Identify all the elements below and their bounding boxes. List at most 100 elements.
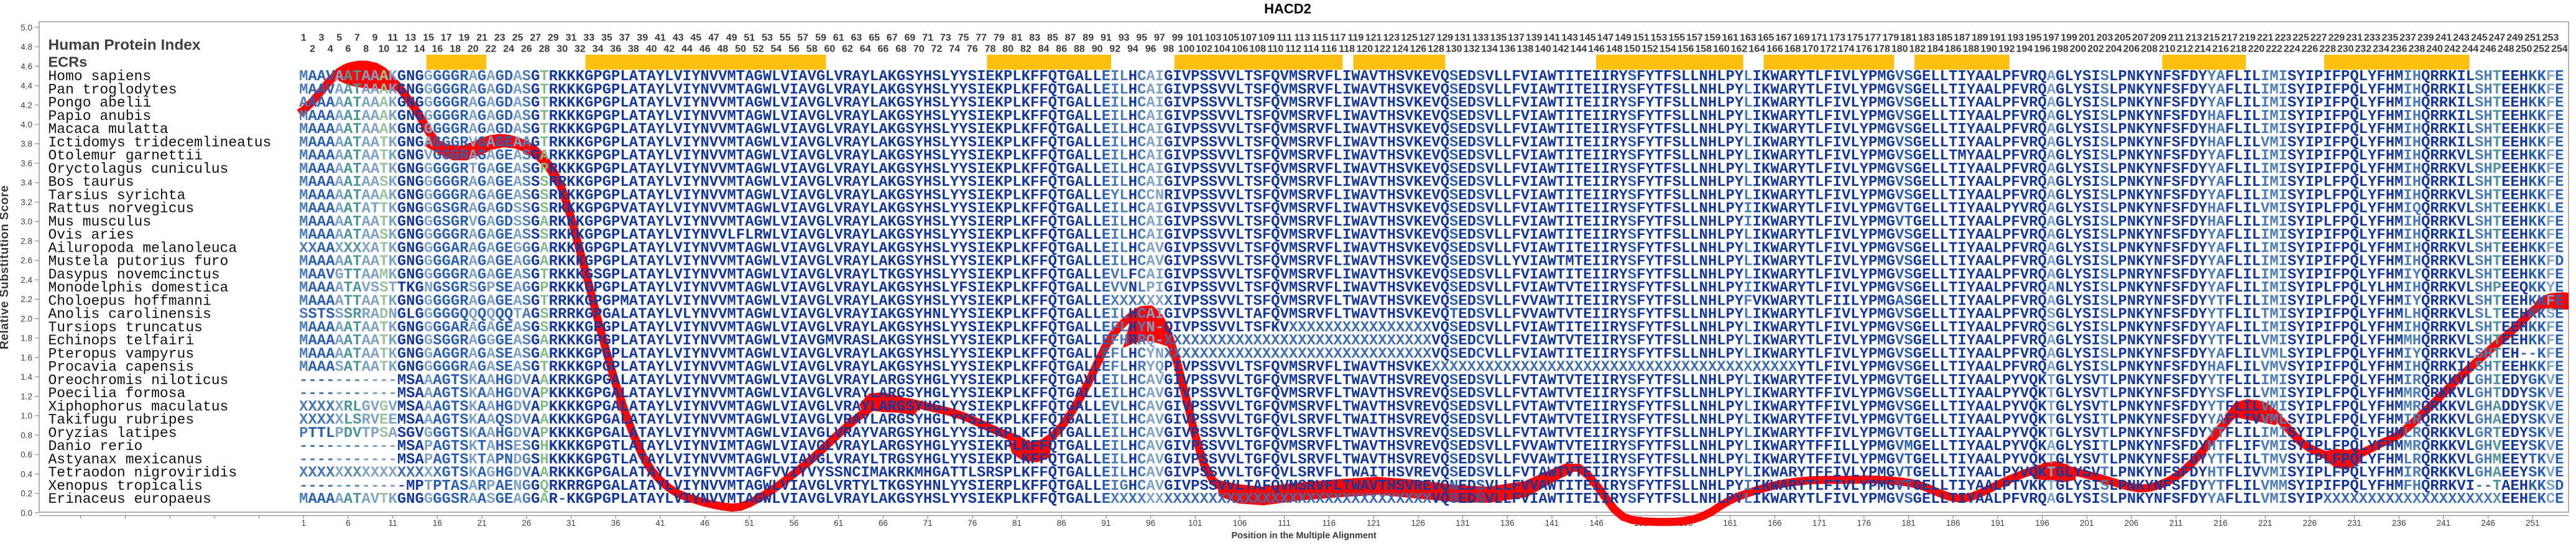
svg-text:3.8: 3.8 — [21, 139, 32, 149]
svg-text:137: 137 — [1508, 33, 1525, 44]
svg-text:225: 225 — [2292, 33, 2309, 44]
svg-text:106: 106 — [1232, 44, 1249, 55]
svg-text:129: 129 — [1436, 33, 1453, 44]
svg-text:2.8: 2.8 — [21, 236, 32, 246]
svg-text:122: 122 — [1374, 44, 1391, 55]
svg-text:Dasypus novemcinctus: Dasypus novemcinctus — [48, 267, 220, 283]
svg-text:Choloepus hoffmanni: Choloepus hoffmanni — [48, 293, 211, 309]
svg-text:215: 215 — [2204, 33, 2220, 44]
svg-text:133: 133 — [1472, 33, 1489, 44]
svg-text:38: 38 — [628, 44, 639, 55]
svg-text:25: 25 — [512, 33, 524, 44]
svg-text:249: 249 — [2506, 33, 2523, 44]
svg-text:158: 158 — [1695, 44, 1712, 55]
svg-text:21: 21 — [476, 33, 487, 44]
svg-text:XXXXXXXXXXXXXXXXGTSKAGHGDVAARK: XXXXXXXXXXXXXXXXGTSKAGHGDVAARKKKGPGALATA… — [299, 465, 2564, 482]
svg-text:74: 74 — [949, 44, 960, 55]
svg-text:Pteropus vampyrus: Pteropus vampyrus — [48, 346, 195, 362]
svg-text:195: 195 — [2025, 33, 2042, 44]
svg-text:217: 217 — [2221, 33, 2238, 44]
svg-text:42: 42 — [663, 44, 675, 55]
svg-text:MAAASATAATKGNGGGGGRAGASEASGTRK: MAAASATAATKGNGGGGGRAGASEASGTRKKKGPGPLATA… — [299, 359, 2564, 376]
svg-text:201: 201 — [2079, 33, 2095, 44]
svg-text:51: 51 — [744, 33, 755, 44]
svg-text:MAAAAAIAAAKGNGGGGGRAGAGDASGTRK: MAAAAAIAAAKGNGGGGGRAGAGDASGTRKKKGPGPLATA… — [299, 108, 2564, 125]
svg-text:108: 108 — [1249, 44, 1266, 55]
svg-text:166: 166 — [1766, 44, 1783, 55]
svg-text:5: 5 — [336, 33, 342, 44]
svg-text:172: 172 — [1820, 44, 1837, 55]
svg-text:56: 56 — [788, 44, 800, 55]
svg-text:246: 246 — [2481, 518, 2495, 528]
svg-text:103: 103 — [1205, 33, 1222, 44]
svg-text:230: 230 — [2337, 44, 2354, 55]
svg-text:213: 213 — [2186, 33, 2202, 44]
svg-text:12: 12 — [396, 44, 407, 55]
svg-text:MAAAATTAATKGNGGGGGRAGAGEASGTRR: MAAAATTAATKGNGGGGGRAGAGEASGTRRKKGPGPMATA… — [299, 293, 2564, 310]
svg-text:151: 151 — [1633, 33, 1650, 44]
svg-text:76: 76 — [967, 518, 977, 528]
svg-text:19: 19 — [459, 33, 470, 44]
svg-text:186: 186 — [1945, 44, 1962, 55]
svg-text:251: 251 — [2526, 518, 2540, 528]
svg-text:139: 139 — [1526, 33, 1543, 44]
svg-text:91: 91 — [1101, 33, 1112, 44]
svg-text:253: 253 — [2542, 33, 2559, 44]
svg-text:154: 154 — [1660, 44, 1676, 55]
svg-text:130: 130 — [1446, 44, 1462, 55]
svg-text:223: 223 — [2274, 33, 2291, 44]
svg-text:Xiphophorus maculatus: Xiphophorus maculatus — [48, 398, 229, 415]
svg-text:XXXXXRLGVGVMSAAAGTSKAAHGDVAPKK: XXXXXRLGVGVMSAAAGTSKAAHGDVAPKKKKGPGALATA… — [299, 398, 2564, 415]
svg-text:62: 62 — [842, 44, 853, 55]
svg-text:141: 141 — [1545, 518, 1559, 528]
svg-text:191: 191 — [1990, 33, 2006, 44]
svg-text:176: 176 — [1855, 44, 1872, 55]
svg-text:81: 81 — [1012, 33, 1023, 44]
svg-text:XXAAXXXXATKGNGGGGARAGAGEGGGARK: XXAAXXXXATKGNGGGGARAGAGEGGGARKKKGPGPLATA… — [299, 240, 2564, 257]
svg-text:Mustela putorius furo: Mustela putorius furo — [48, 254, 229, 270]
svg-text:170: 170 — [1802, 44, 1819, 55]
svg-text:Xenopus tropicalis: Xenopus tropicalis — [48, 478, 203, 494]
svg-text:Ictidomys tridecemlineatus: Ictidomys tridecemlineatus — [48, 134, 272, 150]
svg-text:136: 136 — [1499, 44, 1516, 55]
svg-text:56: 56 — [789, 518, 798, 528]
svg-text:84: 84 — [1038, 44, 1050, 55]
svg-text:1.0: 1.0 — [21, 411, 32, 421]
svg-text:248: 248 — [2498, 44, 2514, 55]
svg-text:63: 63 — [851, 33, 862, 44]
svg-text:Tarsius syrichta: Tarsius syrichta — [48, 187, 186, 203]
svg-text:127: 127 — [1419, 33, 1436, 44]
svg-text:0.0: 0.0 — [21, 508, 32, 518]
svg-text:4: 4 — [328, 44, 333, 55]
svg-text:2.0: 2.0 — [21, 314, 32, 323]
svg-text:147: 147 — [1597, 33, 1614, 44]
svg-text:243: 243 — [2453, 33, 2470, 44]
svg-text:Position in the Multiple Align: Position in the Multiple Alignment — [1231, 531, 1376, 541]
svg-text:44: 44 — [681, 44, 693, 55]
svg-text:MAAAAATAATKGNGGGGARAGAGEAGGARK: MAAAAATAATKGNGGGGARAGAGEAGGARKKKGPGPLATA… — [299, 254, 2564, 270]
svg-text:68: 68 — [895, 44, 907, 55]
svg-text:105: 105 — [1222, 33, 1239, 44]
svg-text:204: 204 — [2105, 44, 2122, 55]
svg-text:250: 250 — [2516, 44, 2532, 55]
svg-text:53: 53 — [762, 33, 773, 44]
svg-text:17: 17 — [441, 33, 452, 44]
svg-text:MAAAAATAATKGNGGGGARAGAGEASGSRK: MAAAAATAATKGNGGGGARAGAGEASGSRKKKGPGPLATA… — [299, 319, 2564, 336]
svg-text:233: 233 — [2364, 33, 2381, 44]
svg-text:Anolis carolinensis: Anolis carolinensis — [48, 306, 211, 323]
svg-text:135: 135 — [1490, 33, 1507, 44]
svg-text:235: 235 — [2382, 33, 2399, 44]
svg-text:188: 188 — [1963, 44, 1980, 55]
svg-text:16: 16 — [433, 518, 442, 528]
svg-text:27: 27 — [530, 33, 541, 44]
svg-text:31: 31 — [566, 518, 576, 528]
svg-text:41: 41 — [655, 518, 665, 528]
svg-text:4.8: 4.8 — [21, 42, 32, 52]
svg-text:49: 49 — [726, 33, 737, 44]
svg-text:0.2: 0.2 — [21, 489, 32, 499]
svg-text:59: 59 — [815, 33, 826, 44]
svg-text:3: 3 — [319, 33, 325, 44]
svg-text:187: 187 — [1954, 33, 1970, 44]
svg-text:149: 149 — [1615, 33, 1632, 44]
svg-text:Tursiops truncatus: Tursiops truncatus — [48, 319, 203, 336]
